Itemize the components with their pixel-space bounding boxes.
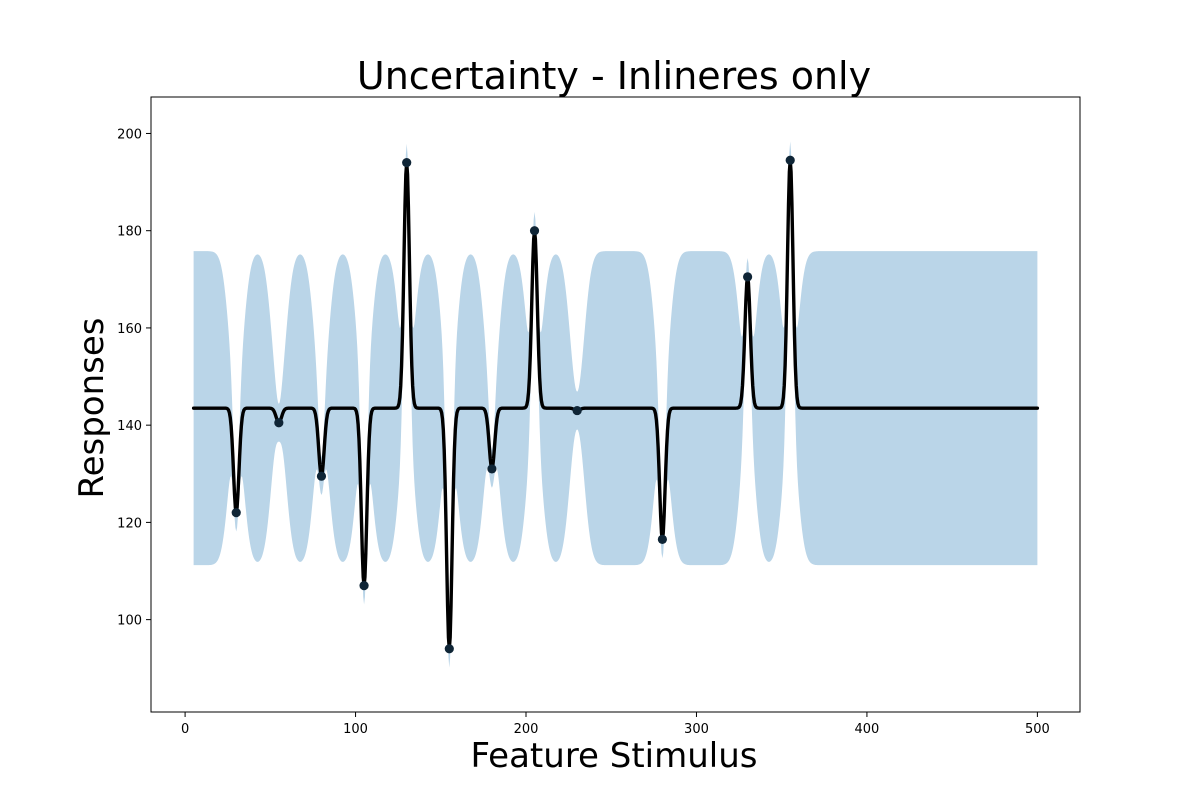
y-tick-label: 180 bbox=[117, 225, 142, 240]
data-point bbox=[359, 581, 369, 591]
data-point bbox=[572, 405, 582, 416]
x-tick-label: 400 bbox=[855, 722, 880, 737]
y-tick-label: 120 bbox=[117, 516, 142, 531]
y-axis-label: Responses bbox=[72, 317, 112, 498]
chart-title: Uncertainty - Inlineres only bbox=[357, 54, 871, 98]
data-point bbox=[657, 534, 667, 545]
y-tick-label: 200 bbox=[117, 127, 142, 142]
data-point bbox=[785, 155, 795, 165]
mean-prediction-line bbox=[191, 158, 1040, 651]
x-tick-label: 300 bbox=[684, 722, 709, 737]
data-point bbox=[402, 158, 412, 168]
data-point bbox=[444, 644, 454, 654]
data-point bbox=[487, 464, 497, 474]
x-tick-label: 100 bbox=[343, 722, 368, 737]
data-point bbox=[274, 418, 284, 428]
x-tick-label: 500 bbox=[1025, 722, 1050, 737]
y-tick-label: 160 bbox=[117, 322, 142, 337]
data-point bbox=[231, 508, 241, 518]
plot-area: 0 100 200 300 400 500 100 120 140 160 180 200 bbox=[117, 96, 1081, 737]
x-axis-label: Feature Stimulus bbox=[470, 736, 757, 776]
data-point bbox=[743, 272, 753, 282]
data-point bbox=[316, 471, 327, 481]
data-point bbox=[529, 226, 540, 236]
plot-frame bbox=[150, 96, 1081, 713]
y-tick-label: 100 bbox=[117, 614, 142, 629]
x-tick-label: 0 bbox=[181, 722, 189, 737]
x-tick-label: 200 bbox=[514, 722, 539, 737]
y-tick-label: 140 bbox=[117, 419, 142, 434]
uncertainty-band bbox=[193, 141, 1038, 668]
